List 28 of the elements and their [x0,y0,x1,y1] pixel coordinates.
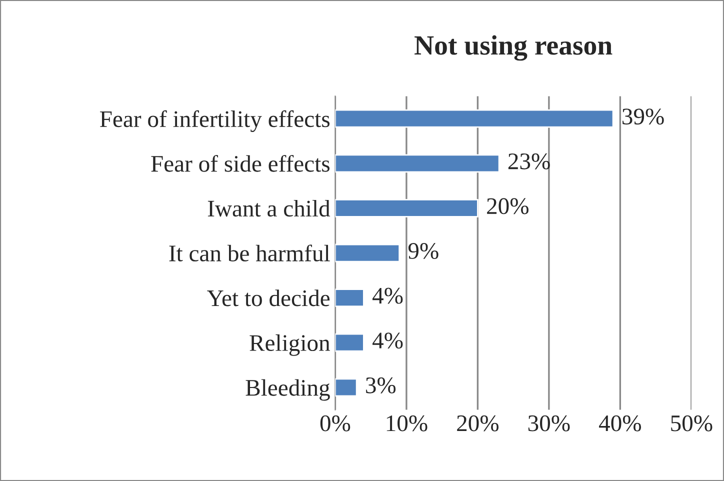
bar [335,154,500,173]
x-tick-label: 30% [528,415,570,432]
data-label: 39% [622,108,664,125]
bar [335,198,478,218]
chart-title: Not using reason [414,35,612,61]
data-label: 3% [366,377,396,394]
bar [335,244,400,262]
data-label: 9% [408,242,438,259]
bar [335,333,364,352]
data-label: 23% [508,153,550,170]
y-tick-label: Religion [250,334,330,356]
bar [335,288,364,308]
bar [335,109,614,128]
y-tick-label: Iwant a child [208,200,330,217]
x-tick-label: 0% [320,415,350,432]
data-label: 4% [372,332,403,349]
y-tick-label: Yet to decide [207,290,330,306]
y-tick-label: It can be harmful [169,244,330,262]
x-tick-label: 40% [599,415,642,432]
data-label: 20% [487,198,529,214]
data-label: 4% [372,288,403,304]
x-tick-label: 20% [457,415,499,432]
x-tick-label: 10% [386,415,428,432]
y-tick-label: Bleeding [246,379,330,401]
bar [335,378,358,397]
y-tick-label: Fear of infertility effects [100,110,330,132]
y-tick-label: Fear of side effects [151,154,330,172]
x-tick-label: 50% [671,415,712,432]
